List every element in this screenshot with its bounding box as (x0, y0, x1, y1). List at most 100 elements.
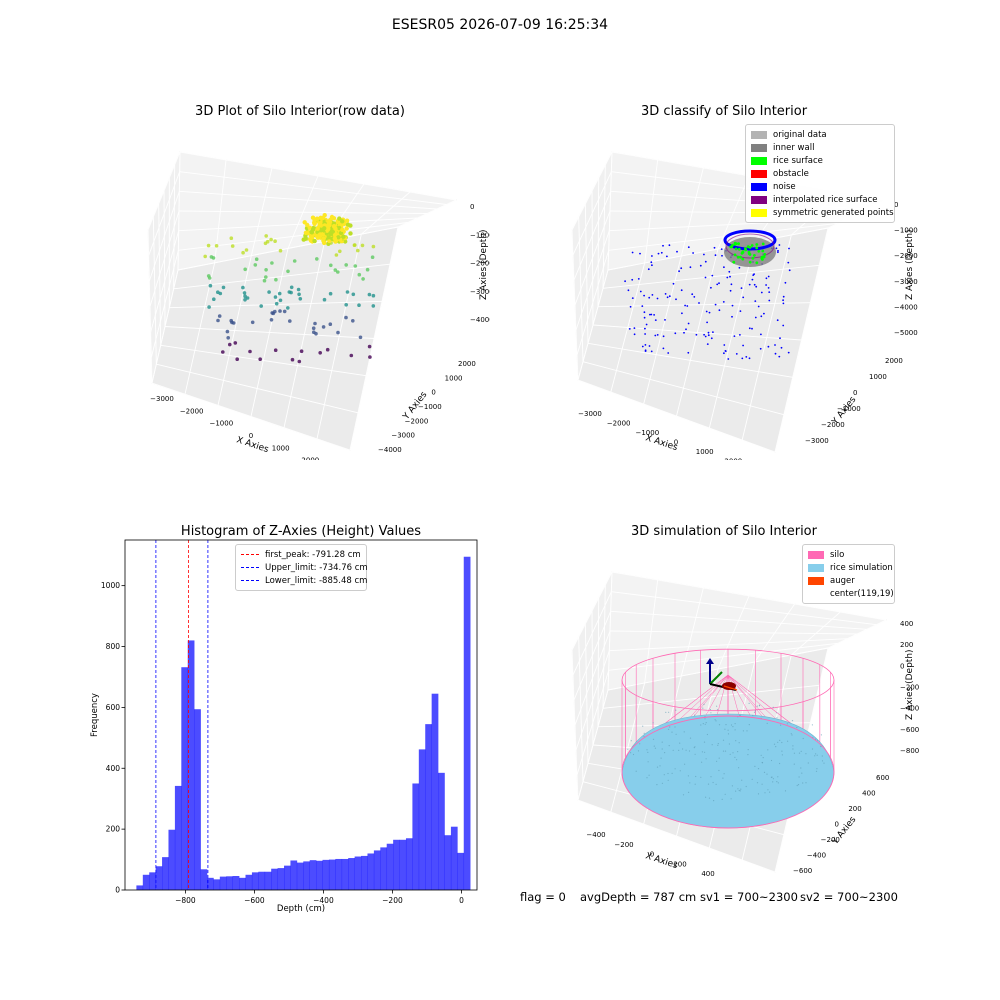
raw-data-point (243, 294, 247, 299)
noise-point (722, 301, 725, 303)
raw-y-tick: 2000 (458, 360, 476, 368)
histogram-chart: −800 −600 −400 −200 0 0 200 400 600 800 1000 Dept… (90, 539, 478, 914)
simulation-y-tick: −200 (821, 836, 840, 844)
raw-data-point (269, 318, 274, 322)
rice-texture-dot (689, 737, 692, 739)
noise-point (714, 254, 717, 257)
classify-y-tick: 1000 (869, 373, 887, 381)
noise-point (689, 266, 692, 269)
rice-texture-dot (811, 748, 814, 750)
rice-texture-dot (735, 740, 737, 742)
noise-point (691, 293, 694, 296)
raw-data-point (371, 304, 376, 308)
rice-texture-dot (695, 775, 697, 778)
noise-point (707, 334, 710, 337)
noise-point (678, 270, 680, 273)
rice-texture-dot (752, 714, 754, 717)
rice-texture-dot (776, 781, 778, 783)
raw-data-point (370, 255, 375, 259)
noise-point (760, 291, 763, 294)
y-tick-label: 200 (106, 825, 121, 834)
noise-point (729, 275, 731, 278)
classify-legend-item: rice surface (751, 154, 889, 167)
legend-swatch (751, 156, 767, 165)
raw-plot-title: 3D Plot of Silo Interior(row data) (195, 104, 405, 119)
raw-data-point (318, 215, 323, 220)
noise-point (765, 277, 768, 280)
legend-label: first_peak: -791.28 cm (265, 549, 361, 560)
rice-texture-dot (745, 785, 747, 788)
classify-y-tick: −3000 (805, 437, 829, 445)
rice-texture-dot (784, 790, 787, 792)
rice-texture-dot (732, 726, 734, 728)
noise-point (648, 345, 651, 347)
rice-texture-dot (685, 749, 687, 751)
rice-texture-dot (796, 726, 798, 729)
simulation-x-tick: −400 (586, 831, 605, 839)
noise-point (693, 296, 696, 298)
legend-swatch (751, 182, 767, 191)
histogram-frame (124, 539, 478, 891)
rice-texture-dot (761, 761, 763, 764)
histogram-bar (303, 861, 310, 890)
raw-data-point (335, 219, 341, 225)
histogram-bar (213, 879, 221, 890)
noise-point (624, 280, 626, 283)
rice-texture-dot (758, 704, 761, 706)
rice-texture-dot (714, 719, 716, 721)
raw-data-point (274, 301, 279, 306)
raw-data-point (360, 243, 365, 248)
legend-swatch (751, 130, 767, 139)
histogram-bar (239, 877, 246, 890)
raw-data-point (292, 259, 297, 263)
raw-data-point (216, 290, 220, 295)
rice-texture-dot (781, 741, 783, 744)
rice-surface-point (750, 244, 754, 247)
noise-point (723, 266, 725, 269)
raw-data-point (348, 231, 353, 236)
raw-data-point (348, 223, 353, 228)
noise-point (723, 352, 725, 355)
raw-data-point (368, 355, 372, 359)
rice-texture-dot (792, 745, 794, 747)
noise-point (724, 350, 727, 352)
classify-x-tick: −3000 (578, 410, 602, 418)
raw-data-point (344, 226, 349, 231)
histogram-bar (348, 858, 355, 890)
noise-point (648, 296, 651, 299)
histogram-bar (412, 783, 420, 890)
raw-data-point (313, 321, 317, 326)
raw-data-point (264, 234, 269, 238)
simulation-legend-item: rice simulation (808, 561, 893, 574)
rice-texture-dot (722, 777, 724, 779)
rice-texture-dot (757, 793, 760, 795)
rice-surface-point (737, 242, 740, 246)
rice-texture-dot (787, 740, 789, 742)
raw-data-point (258, 357, 263, 362)
legend-swatch (808, 576, 824, 585)
grid-line (179, 151, 457, 201)
noise-point (643, 311, 646, 314)
noise-point (704, 260, 707, 263)
histogram-bar (284, 865, 291, 890)
rice-surface-point (748, 260, 752, 264)
histogram-bar (187, 640, 195, 890)
raw-data-point (299, 349, 304, 354)
raw-data-point (241, 250, 245, 255)
silo-radial-wire (687, 674, 729, 721)
raw-data-point (309, 230, 315, 235)
rice-texture-dot (682, 794, 685, 796)
noise-point (680, 289, 683, 292)
rice-texture-dot (702, 707, 704, 709)
rice-texture-dot (753, 711, 756, 713)
rice-texture-dot (648, 774, 650, 776)
rice-texture-dot (738, 789, 740, 792)
raw-data-point (344, 315, 348, 320)
rice-texture-dot (661, 748, 663, 750)
rice-texture-dot (675, 733, 677, 735)
raw-data-point (337, 216, 342, 221)
rice-texture-dot (800, 750, 802, 753)
noise-point (710, 337, 713, 340)
noise-point (787, 261, 790, 264)
classify-x-tick: −1000 (635, 429, 659, 437)
